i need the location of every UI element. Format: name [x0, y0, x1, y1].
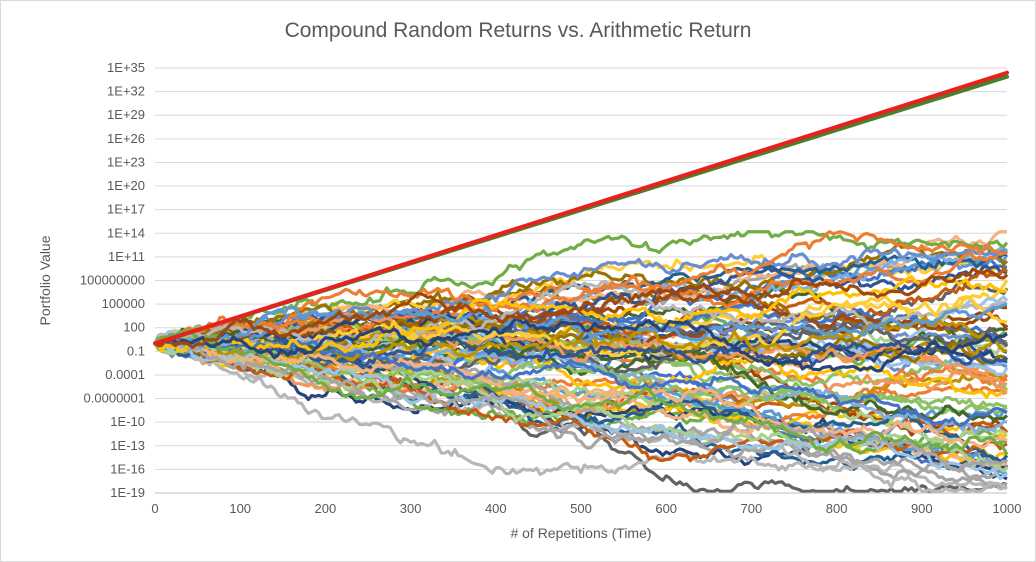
x-tick-label: 1000	[993, 501, 1022, 516]
y-tick-label: 1E-10	[110, 414, 145, 429]
random-return-path	[154, 302, 1008, 348]
x-tick-label: 500	[570, 501, 592, 516]
chart-title: Compound Random Returns vs. Arithmetic R…	[284, 19, 752, 42]
y-tick-label: 1E+32	[107, 84, 145, 99]
random-return-path	[154, 267, 1009, 350]
y-tick-label: 1E+17	[107, 202, 145, 217]
y-tick-label: 1E+14	[107, 225, 145, 240]
x-tick-label: 600	[655, 501, 677, 516]
y-tick-label: 100000	[102, 296, 145, 311]
y-tick-label: 1E+11	[108, 249, 145, 264]
x-tick-label: 400	[485, 501, 507, 516]
x-tick-label: 900	[911, 501, 933, 516]
random-return-path	[153, 249, 1009, 347]
y-tick-label: 1E+26	[107, 131, 145, 146]
y-tick-label: 1E+29	[107, 107, 145, 122]
x-tick-labels: 0 100 200 300 400 500 600 700 800 900 1000	[151, 501, 1021, 516]
arithmetic-return-lines	[153, 70, 1009, 346]
arithmetic-return-line	[153, 70, 1009, 346]
y-tick-label: 1E-13	[110, 438, 145, 453]
y-tick-label: 100000000	[80, 273, 145, 288]
random-return-path	[154, 317, 1008, 373]
y-tick-label: 1E-16	[110, 461, 145, 476]
random-return-path	[153, 336, 1008, 367]
x-tick-label: 200	[315, 501, 337, 516]
x-tick-label: 700	[741, 501, 763, 516]
random-return-path	[153, 279, 1008, 354]
random-return-path	[154, 247, 1008, 351]
random-return-paths	[153, 230, 1009, 493]
y-axis-title: Portfolio Value	[37, 235, 53, 325]
y-tick-label: 1E-19	[110, 485, 145, 500]
x-tick-label: 800	[826, 501, 848, 516]
y-tick-label: 0.0000001	[84, 391, 145, 406]
random-return-path	[153, 342, 1008, 493]
y-tick-label: 1E+35	[107, 60, 145, 75]
y-tick-label: 100	[123, 320, 145, 335]
random-return-path	[153, 328, 1009, 456]
y-tick-label: 1E+23	[107, 154, 145, 169]
y-tick-label: 1E+20	[107, 178, 145, 193]
random-return-path	[154, 336, 1008, 449]
x-tick-label: 300	[400, 501, 422, 516]
y-tick-label: 0.0001	[105, 367, 145, 382]
x-tick-label: 100	[229, 501, 251, 516]
random-return-path	[154, 242, 1009, 360]
y-tick-labels: 1E+35 1E+32 1E+29 1E+26 1E+23 1E+20 1E+17 1E+14…	[80, 60, 145, 500]
random-return-path	[154, 341, 1008, 418]
random-return-path	[153, 230, 1009, 354]
x-axis-title: # of Repetitions (Time)	[510, 525, 651, 541]
x-tick-label: 0	[151, 501, 158, 516]
y-tick-label: 0.1	[127, 343, 145, 358]
